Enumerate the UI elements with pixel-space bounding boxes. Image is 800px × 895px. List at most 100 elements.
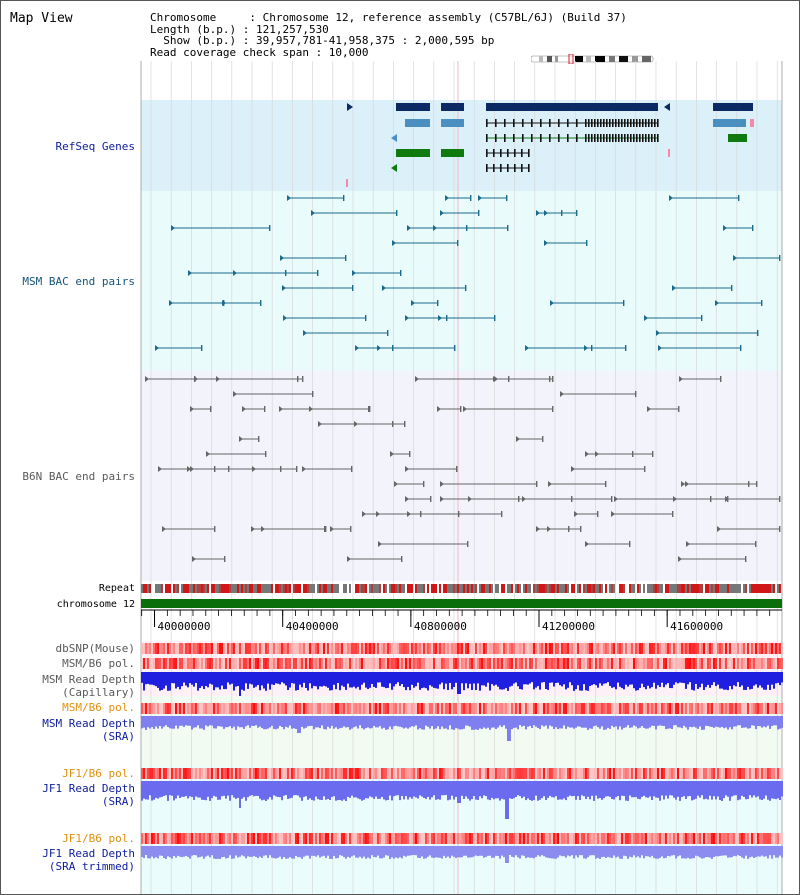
heat-cell [269, 643, 271, 654]
refseq-exon [531, 119, 533, 127]
heat-cell [757, 643, 759, 654]
heat-cell [239, 658, 241, 669]
repeat-element [457, 584, 459, 593]
refseq-exon [591, 119, 593, 127]
heat-cell [773, 833, 775, 844]
track-label-b6n-bac[interactable]: B6N BAC end pairs [22, 470, 135, 483]
heat-cell [227, 643, 229, 654]
depth-bar [313, 781, 315, 801]
repeat-element [191, 584, 193, 593]
bac-end-marker [467, 541, 469, 547]
depth-bar [739, 716, 741, 726]
heat-cell [737, 703, 739, 714]
heat-cell [649, 833, 651, 844]
chromosome-ideogram[interactable] [531, 54, 655, 64]
track-label-msm-depth-sra[interactable]: MSM Read Depth (SRA) [1, 717, 135, 743]
heat-cell [771, 833, 773, 844]
refseq-exon [615, 119, 617, 127]
track-label-refseq-genes[interactable]: RefSeq Genes [55, 140, 135, 153]
depth-bar [683, 716, 685, 726]
heat-cell [301, 658, 303, 669]
heat-cell [441, 833, 443, 844]
heat-cell [191, 833, 193, 844]
heat-cell [235, 833, 237, 844]
track-label-jf1-depth-trimmed[interactable]: JF1 Read Depth (SRA trimmed) [1, 847, 135, 873]
heat-cell [503, 703, 505, 714]
heat-cell [311, 703, 313, 714]
track-label-jf1-b6-pol[interactable]: JF1/B6 pol. [62, 767, 135, 780]
heat-cell [321, 703, 323, 714]
refseq-exon [609, 119, 611, 127]
heat-cell [229, 703, 231, 714]
heat-cell [281, 833, 283, 844]
track-label-repeat[interactable]: Repeat [98, 583, 135, 594]
repeat-element [251, 584, 253, 593]
heat-cell [463, 833, 465, 844]
depth-bar [495, 846, 497, 856]
heat-cell [759, 643, 761, 654]
heat-cell [467, 833, 469, 844]
heat-cell [659, 768, 661, 779]
repeat-element [309, 584, 311, 593]
depth-bar [479, 672, 481, 691]
heat-cell [569, 658, 571, 669]
track-label-msm-b6-pol-2[interactable]: MSM/B6 pol. [62, 701, 135, 714]
depth-bar [565, 781, 567, 801]
depth-bar [389, 672, 391, 684]
heat-cell [769, 833, 771, 844]
heat-cell [683, 658, 685, 669]
depth-bar [727, 846, 729, 858]
refseq-exon [486, 119, 488, 127]
heat-cell [669, 703, 671, 714]
depth-bar [323, 716, 325, 730]
track-label-dbsnp[interactable]: dbSNP(Mouse) [55, 642, 135, 655]
repeat-element [311, 584, 313, 593]
heat-cell [257, 703, 259, 714]
heat-cell [453, 768, 455, 779]
refseq-exon [513, 119, 515, 127]
track-label-msm-depth-capillary[interactable]: MSM Read Depth (Capillary) [1, 673, 135, 699]
track-label-msm-bac[interactable]: MSM BAC end pairs [22, 275, 135, 288]
heat-cell [551, 768, 553, 779]
heat-cell [273, 768, 275, 779]
bac-end-marker [216, 376, 220, 382]
depth-bar [619, 672, 621, 687]
repeat-element [467, 584, 469, 593]
refseq-exon [585, 119, 587, 127]
depth-bar [549, 781, 551, 796]
track-label-msm-b6-pol[interactable]: MSM/B6 pol. [62, 657, 135, 670]
heat-cell [357, 768, 359, 779]
depth-bar [595, 716, 597, 726]
heat-cell [377, 703, 379, 714]
heat-cell [195, 703, 197, 714]
heat-cell [627, 658, 629, 669]
track-label-jf1-b6-pol-2[interactable]: JF1/B6 pol. [62, 832, 135, 845]
track-label-jf1-depth-sra[interactable]: JF1 Read Depth (SRA) [1, 782, 135, 808]
depth-bar [487, 781, 489, 800]
heat-cell [315, 658, 317, 669]
depth-bar [405, 716, 407, 728]
heat-cell [411, 768, 413, 779]
heat-cell [343, 703, 345, 714]
heat-cell [215, 658, 217, 669]
depth-bar [177, 716, 179, 729]
bac-end-marker [550, 300, 554, 306]
depth-bar [769, 846, 771, 856]
depth-bar [667, 716, 669, 729]
heat-cell [223, 768, 225, 779]
heat-cell [441, 768, 443, 779]
heat-cell [413, 703, 415, 714]
depth-bar [749, 672, 751, 690]
heat-cell [739, 658, 741, 669]
repeat-element [567, 584, 569, 593]
depth-bar [393, 781, 395, 797]
depth-bar [441, 846, 443, 859]
repeat-element [289, 584, 291, 593]
heat-cell [279, 643, 281, 654]
heat-cell [437, 703, 439, 714]
heat-cell [369, 768, 371, 779]
depth-bar [517, 781, 519, 796]
repeat-element [739, 584, 741, 593]
heat-cell [651, 658, 653, 669]
depth-bar [703, 716, 705, 730]
